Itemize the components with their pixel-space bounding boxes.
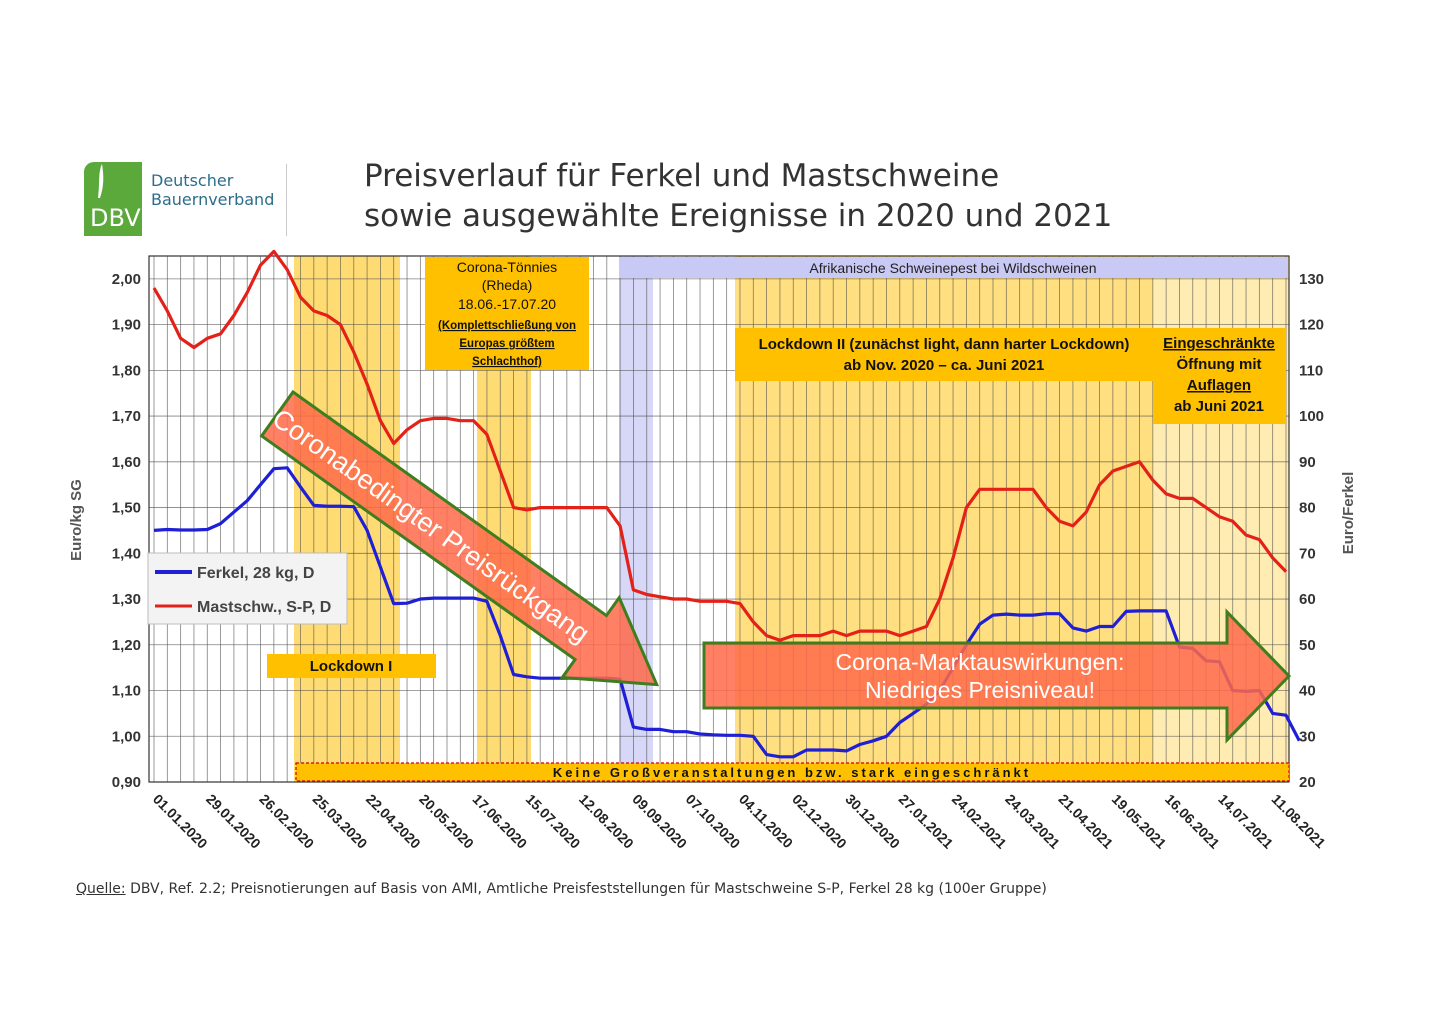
lockdown2-label-line: Lockdown II (zunächst light, dann harter…	[759, 336, 1130, 353]
lockdown1-label: Lockdown I	[310, 658, 393, 675]
y-tick-label: 1,30	[112, 591, 141, 608]
opening-label-line: Öffnung mit	[1177, 356, 1262, 373]
opening-box	[1153, 328, 1286, 424]
y-tick-label: 1,10	[112, 683, 141, 700]
y2-tick-label: 100	[1299, 408, 1324, 425]
toennies-box	[425, 257, 589, 370]
legend-box	[147, 552, 348, 625]
market-arrow-label-line: Niedriges Preisniveau!	[865, 677, 1095, 703]
y2-tick-label: 90	[1299, 454, 1316, 471]
legend-label-mastschw: Mastschw., S-P, D	[197, 599, 331, 616]
toennies-label-line: Europas größtem	[459, 338, 554, 350]
y2-tick-label: 50	[1299, 637, 1316, 654]
lockdown2-label-line: ab Nov. 2020 – ca. Juni 2021	[844, 357, 1045, 374]
y-axis-title: Euro/kg SG	[68, 479, 85, 561]
opening-label-line: ab Juni 2021	[1174, 398, 1264, 415]
y2-axis-title: Euro/Ferkel	[1340, 472, 1357, 555]
y2-tick-label: 120	[1299, 317, 1324, 334]
title-line1: Preisverlauf für Ferkel und Mastschweine	[364, 158, 1000, 194]
x-tick-label: 30.12.2020	[842, 791, 903, 852]
x-tick-label: 25.03.2020	[310, 791, 371, 852]
y-tick-label: 2,00	[112, 271, 141, 288]
x-tick-label: 21.04.2021	[1055, 791, 1116, 852]
opening-label-line: Auflagen	[1187, 377, 1251, 394]
x-tick-label: 14.07.2021	[1215, 791, 1276, 852]
source-text: DBV, Ref. 2.2; Preisnotierungen auf Basi…	[125, 881, 1047, 897]
y-tick-label: 1,80	[112, 362, 141, 379]
y-tick-label: 1,60	[112, 454, 141, 471]
x-tick-label: 27.01.2021	[896, 791, 957, 852]
x-tick-label: 16.06.2021	[1162, 791, 1223, 852]
y-tick-label: 1,90	[112, 317, 141, 334]
x-tick-label: 29.01.2020	[203, 791, 264, 852]
toennies-label-line: 18.06.-17.07.20	[458, 296, 556, 312]
y2-tick-label: 30	[1299, 728, 1316, 745]
mastschw-series-line	[152, 249, 1288, 642]
logo-name-line2: Bauernverband	[151, 190, 275, 209]
y2-tick-label: 80	[1299, 500, 1316, 517]
y-tick-label: 1,70	[112, 408, 141, 425]
lockdown2-box	[735, 328, 1153, 381]
x-tick-label: 11.08.2021	[1269, 791, 1329, 851]
legend-label-ferkel: Ferkel, 28 kg, D	[197, 565, 314, 582]
ferkel-series-line	[153, 466, 1301, 759]
source-label: Quelle:	[76, 881, 126, 897]
y-tick-label: 1,00	[112, 728, 141, 745]
leaf-icon	[98, 164, 104, 198]
x-tick-label: 09.09.2020	[629, 791, 690, 852]
plot-border	[148, 255, 1290, 783]
market-arrow-shape	[702, 608, 1292, 744]
toennies-label-line: Schlachthof)	[472, 356, 542, 368]
decline-arrow-shape	[259, 389, 660, 687]
page-title: Preisverlauf für Ferkel und Mastschweine…	[364, 156, 1164, 236]
dbv-logo: DBV Deutscher Bauernverband	[84, 162, 289, 238]
y2-tick-label: 70	[1299, 545, 1316, 562]
x-tick-label: 01.01.2020	[150, 791, 211, 852]
x-tick-label: 24.02.2021	[949, 791, 1010, 852]
y-tick-label: 1,20	[112, 637, 141, 654]
logo-mark-icon: DBV	[84, 162, 142, 236]
y2-tick-label: 20	[1299, 774, 1316, 791]
no-events-bar	[295, 762, 1290, 782]
x-tick-label: 22.04.2020	[363, 791, 424, 852]
y-tick-label: 1,40	[112, 545, 141, 562]
logo-abbr: DBV	[90, 204, 141, 232]
x-tick-label: 20.05.2020	[416, 791, 477, 852]
opening-label-line: Eingeschränkte	[1163, 335, 1275, 352]
asp-start-band	[619, 256, 653, 782]
x-tick-label: 15.07.2020	[523, 791, 584, 852]
x-tick-label: 02.12.2020	[789, 791, 850, 852]
asp-banner	[619, 257, 1288, 278]
y2-tick-label: 60	[1299, 591, 1316, 608]
title-line2: sowie ausgewählte Ereignisse in 2020 und…	[364, 198, 1113, 234]
toennies-label-line: (Rheda)	[482, 277, 533, 293]
x-tick-label: 12.08.2020	[576, 791, 637, 852]
logo-divider	[286, 164, 287, 236]
x-tick-label: 04.11.2020	[736, 791, 796, 851]
x-tick-label: 19.05.2021	[1109, 791, 1170, 852]
x-tick-label: 24.03.2021	[1002, 791, 1063, 852]
x-tick-label: 17.06.2020	[470, 791, 531, 852]
y-tick-label: 1,50	[112, 500, 141, 517]
x-tick-label: 07.10.2020	[683, 791, 744, 852]
logo-name-line1: Deutscher	[151, 171, 234, 190]
toennies-label-line: Corona-Tönnies	[457, 259, 557, 275]
logo-name: Deutscher Bauernverband	[151, 171, 274, 209]
asp-label: Afrikanische Schweinepest bei Wildschwei…	[809, 260, 1096, 276]
y2-tick-label: 130	[1299, 271, 1324, 288]
y2-tick-label: 110	[1299, 362, 1323, 379]
source-note: Quelle: DBV, Ref. 2.2; Preisnotierungen …	[76, 881, 1047, 897]
toennies-label-line: (Komplettschließung von	[438, 320, 576, 332]
y-tick-label: 0,90	[112, 774, 141, 791]
no-events-label: Keine Großveranstaltungen bzw. stark ein…	[553, 765, 1031, 780]
x-tick-label: 26.02.2020	[256, 791, 317, 852]
y2-tick-label: 40	[1299, 683, 1316, 700]
market-arrow-label-line: Corona-Marktauswirkungen:	[836, 649, 1125, 675]
lockdown1-box	[267, 654, 436, 678]
